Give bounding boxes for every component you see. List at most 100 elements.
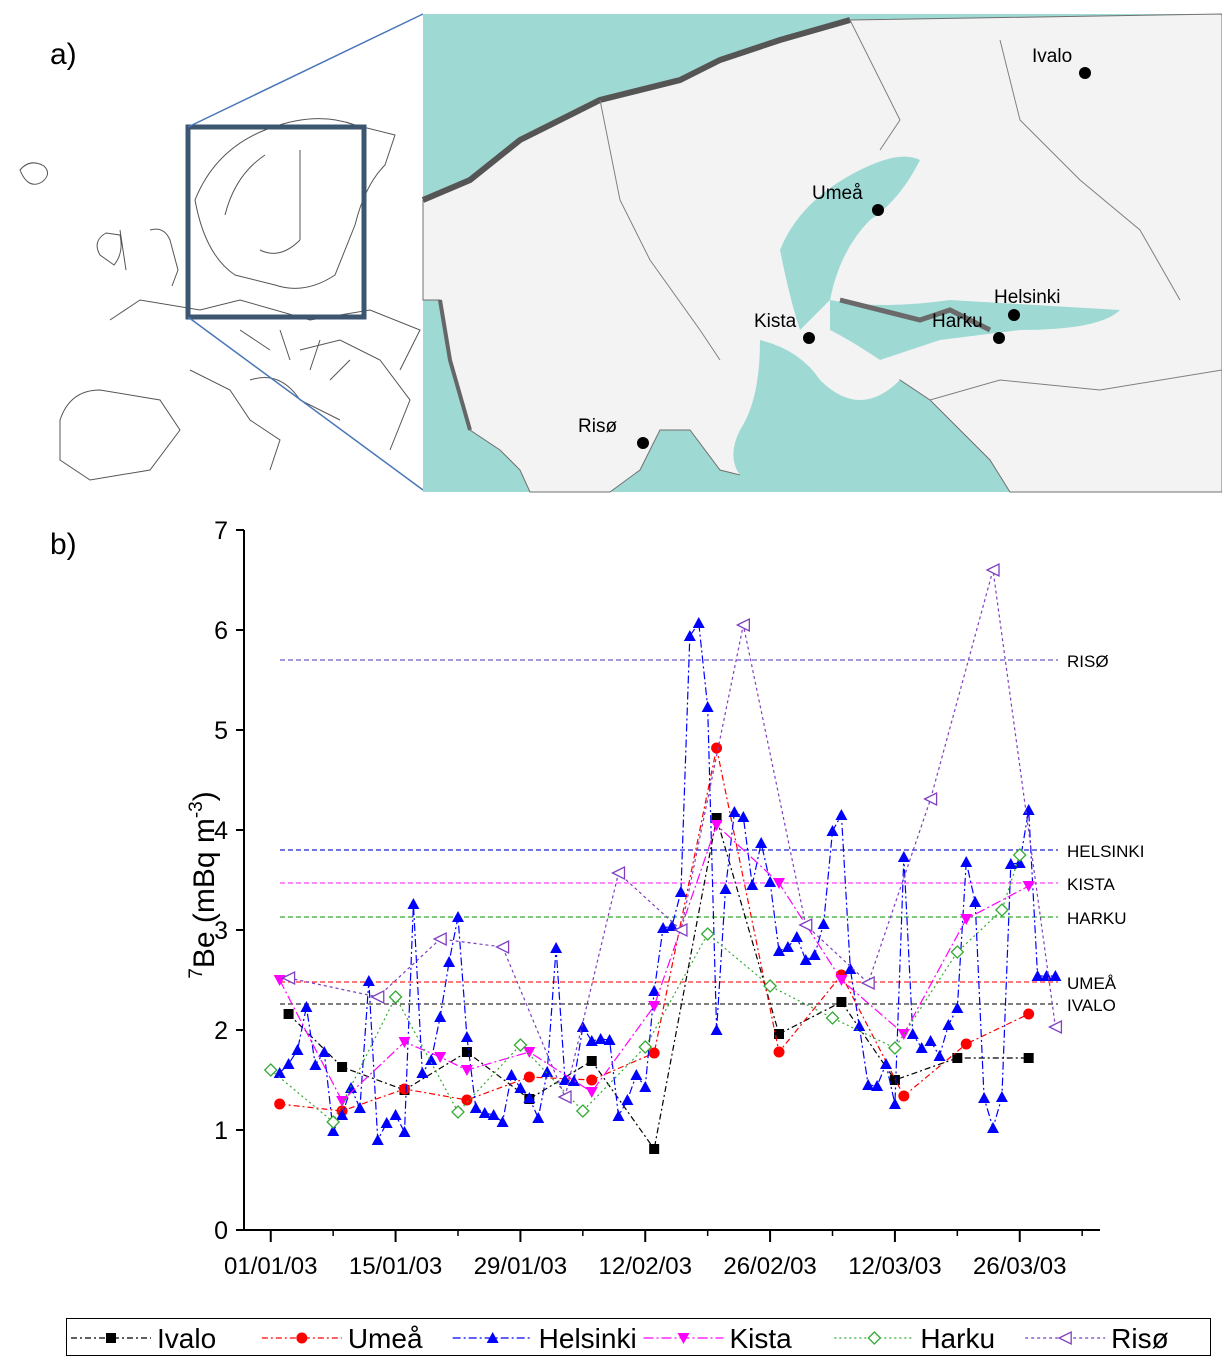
station-label-kista: Kista	[754, 311, 797, 332]
data-point-helsinki	[1004, 858, 1017, 869]
data-point-helsinki	[327, 1125, 340, 1136]
inset-map	[421, 13, 1222, 493]
data-point-ris	[281, 970, 296, 986]
data-point-ivalo	[952, 1053, 963, 1063]
series-line-ivalo	[288, 817, 1029, 1151]
data-point-helsinki	[951, 1002, 964, 1013]
series-kista	[273, 820, 1035, 1107]
data-point-helsinki	[942, 1019, 955, 1030]
connector-line	[187, 316, 424, 491]
data-point-helsinki	[594, 1033, 607, 1044]
data-point-kista	[835, 975, 848, 986]
panel-label-a: a)	[50, 38, 77, 71]
station-dot-riso	[637, 437, 649, 449]
data-point-harku	[575, 1104, 590, 1118]
data-point-helsinki	[987, 1122, 999, 1133]
y-tick-label: 0	[214, 1217, 228, 1245]
data-point-harku	[451, 1105, 465, 1119]
inset-box	[185, 124, 367, 320]
data-point-ris	[923, 791, 938, 807]
station-dot-helsinki	[1008, 309, 1020, 321]
data-point-helsinki	[835, 809, 848, 820]
data-point-helsinki	[282, 1058, 295, 1069]
y-tick-label: 4	[214, 817, 228, 845]
ref-label-umea: UMEÅ	[1067, 974, 1117, 993]
y-axis-label-sup: 7	[186, 968, 207, 979]
y-axis-label-main: Be (mBq m	[188, 818, 221, 968]
data-point-kista	[960, 914, 973, 925]
reference-lines: RISØ HELSINKI KISTA HARKU UMEÅ IVALO	[280, 652, 1144, 1015]
data-point-kista	[434, 1052, 447, 1063]
station-label-ivalo: Ivalo	[1032, 46, 1072, 67]
data-point-helsinki	[1031, 970, 1044, 981]
data-point-helsinki	[398, 1126, 411, 1137]
data-point-umea	[898, 1090, 910, 1102]
data-point-ris	[1047, 1019, 1063, 1035]
data-point-helsinki	[666, 920, 678, 931]
data-point-helsinki	[371, 1134, 384, 1145]
data-point-helsinki	[630, 1069, 643, 1080]
data-point-harku	[326, 1115, 341, 1129]
data-point-helsinki	[541, 1066, 554, 1077]
data-point-helsinki	[1040, 970, 1053, 981]
data-point-ris	[735, 617, 750, 633]
data-point-kista	[336, 1096, 349, 1107]
data-point-helsinki	[995, 1091, 1008, 1102]
ref-label-helsinki: HELSINKI	[1067, 842, 1144, 861]
series-line-ris	[288, 569, 1057, 1099]
data-point-helsinki	[621, 1094, 634, 1105]
data-point-harku	[388, 990, 403, 1004]
data-point-helsinki	[639, 1081, 652, 1092]
data-point-helsinki	[719, 883, 732, 894]
data-point-kista	[710, 820, 723, 831]
data-point-umea	[648, 1047, 660, 1059]
data-point-helsinki	[728, 806, 741, 817]
y-tick-label: 2	[214, 1017, 228, 1045]
data-point-helsinki	[817, 918, 830, 929]
data-point-helsinki	[933, 1050, 946, 1061]
series-umea	[274, 742, 1035, 1117]
ref-label-harku: HARKU	[1067, 909, 1127, 928]
data-point-helsinki	[478, 1107, 491, 1118]
data-point-helsinki	[781, 941, 794, 952]
axes: 0 1 2 3 4 5 6 7 01/01/03 15/01/03 29/01/03 12/02/03…	[214, 517, 1100, 1280]
data-point-helsinki	[487, 1109, 500, 1120]
station-dot-kista	[803, 332, 815, 344]
data-point-ivalo	[283, 1009, 294, 1019]
data-point-helsinki	[603, 1034, 616, 1045]
connector-line	[187, 13, 424, 128]
legend-item-ivalo: Ivalo	[71, 1323, 216, 1354]
data-point-helsinki	[844, 963, 857, 974]
data-point-ivalo	[836, 997, 847, 1007]
data-point-kista	[773, 878, 785, 889]
data-point-umea	[1023, 1008, 1035, 1020]
data-point-ivalo	[711, 813, 722, 823]
data-point-helsinki	[434, 1011, 447, 1022]
station-markers	[637, 67, 1091, 449]
data-point-helsinki	[755, 837, 768, 848]
data-point-umea	[399, 1083, 410, 1095]
data-point-helsinki	[407, 898, 420, 909]
data-point-helsinki	[505, 1069, 518, 1080]
data-point-ris	[611, 865, 626, 881]
data-point-harku	[994, 903, 1009, 917]
data-point-helsinki	[514, 1082, 527, 1093]
data-point-ivalo	[586, 1056, 597, 1066]
data-point-helsinki	[808, 949, 821, 960]
y-axis-label-exp: -3	[186, 801, 207, 818]
data-point-kista	[1022, 881, 1035, 892]
data-point-helsinki	[336, 1109, 349, 1120]
data-point-helsinki	[452, 911, 464, 922]
legend-label-umea: Umeå	[348, 1323, 423, 1354]
legend-marker-umea	[296, 1332, 308, 1344]
legend-marker-harku	[867, 1331, 882, 1345]
y-axis-label: 7Be (mBq m-3)	[186, 791, 221, 979]
data-point-helsinki	[880, 1058, 892, 1069]
data-point-umea	[461, 1094, 473, 1106]
data-point-helsinki	[532, 1112, 545, 1123]
data-point-kista	[460, 1065, 473, 1076]
y-tick-label: 3	[214, 917, 228, 945]
legend-item-kista: Kista	[643, 1323, 792, 1354]
data-point-helsinki	[309, 1059, 322, 1070]
data-point-helsinki	[773, 945, 785, 956]
